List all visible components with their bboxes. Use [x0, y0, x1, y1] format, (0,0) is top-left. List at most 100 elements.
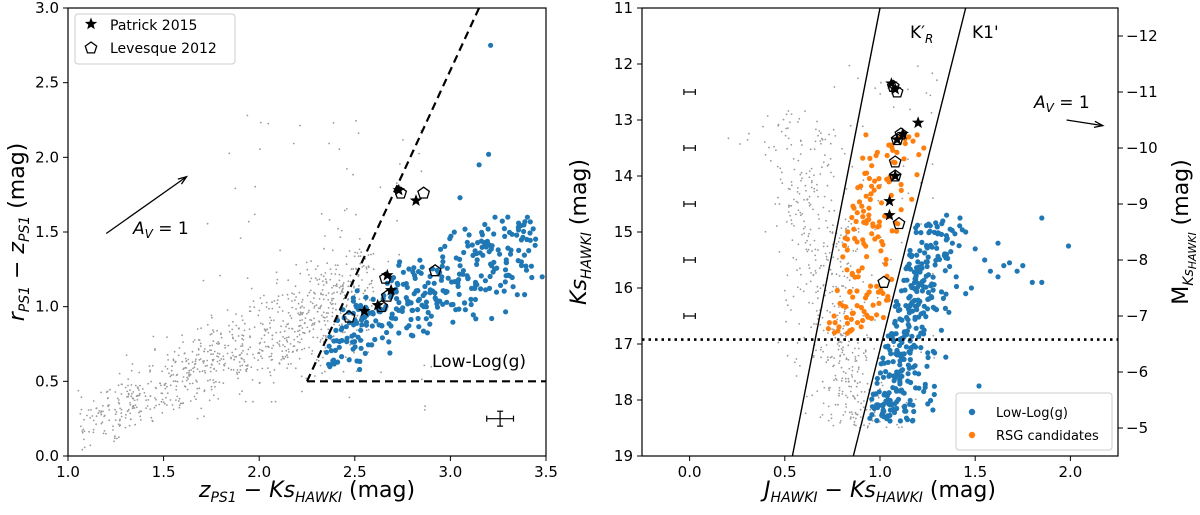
field-star-point — [127, 395, 130, 398]
field-star-point — [423, 364, 426, 367]
lowlogg-point — [527, 219, 533, 225]
field-star-point — [282, 357, 284, 360]
field-star-point — [108, 419, 111, 422]
field-star-point — [166, 354, 169, 356]
field-star-point — [291, 300, 293, 302]
field-star-point — [832, 328, 835, 331]
field-star-point — [900, 241, 903, 244]
field-star-point — [804, 412, 807, 415]
field-star-point — [868, 422, 871, 425]
field-star-point — [335, 268, 338, 271]
field-star-point — [838, 389, 841, 392]
field-star-point — [826, 245, 829, 248]
field-star-point — [112, 429, 114, 431]
field-star-point — [367, 266, 370, 269]
field-star-point — [352, 173, 354, 176]
field-star-point — [861, 373, 864, 375]
lowlogg-point — [914, 252, 920, 258]
field-star-point — [794, 361, 796, 364]
field-star-point — [281, 294, 284, 296]
rsg-candidate-point — [850, 310, 856, 316]
x-tick-label: 3.5 — [534, 463, 558, 481]
field-star-point — [809, 280, 812, 283]
y2-tick-label: −11 — [1126, 83, 1158, 101]
field-star-point — [802, 227, 805, 230]
field-star-point — [841, 270, 844, 273]
field-star-point — [341, 289, 343, 292]
field-star-point — [92, 419, 95, 422]
field-star-point — [178, 406, 181, 409]
rsg-candidate-point — [844, 267, 850, 273]
field-star-point — [313, 307, 316, 309]
field-star-point — [308, 291, 311, 294]
field-star-point — [933, 357, 936, 359]
field-star-point — [321, 337, 324, 340]
field-star-point — [420, 378, 423, 381]
field-star-point — [333, 291, 335, 294]
field-star-point — [820, 356, 822, 359]
rsg-candidate-point — [844, 320, 851, 326]
lowlogg-point — [934, 245, 940, 251]
lowlogg-point — [923, 243, 930, 249]
field-star-point — [861, 125, 864, 128]
lowlogg-point — [1014, 268, 1020, 274]
field-star-point — [199, 358, 202, 360]
field-star-point — [828, 389, 831, 392]
field-star-point — [857, 347, 860, 350]
field-star-point — [118, 425, 121, 427]
lowlogg-point — [327, 334, 333, 340]
field-star-point — [930, 112, 933, 114]
field-star-point — [217, 341, 220, 343]
field-star-point — [790, 184, 793, 187]
lowlogg-point — [411, 291, 417, 297]
field-star-point — [114, 391, 117, 393]
lowlogg-point — [880, 355, 886, 361]
y-tick-label: 12 — [614, 55, 633, 73]
lowlogg-point — [440, 254, 446, 260]
field-star-point — [149, 408, 152, 410]
lowlogg-point — [876, 389, 882, 395]
field-star-point — [379, 186, 382, 189]
right-av-arrow-shaft — [1066, 119, 1103, 127]
field-star-point — [114, 435, 116, 438]
right-levesque-markers — [877, 79, 908, 288]
field-star-point — [785, 127, 788, 130]
field-star-point — [147, 382, 150, 385]
left-panel: 1.0 1.5 2.0 2.5 3.0 3.5 0.00.51.01.52.02.53.0… — [5, 0, 558, 506]
lowlogg-point — [440, 259, 446, 265]
field-star-point — [268, 322, 271, 324]
field-star-point — [424, 405, 426, 408]
field-star-point — [360, 251, 363, 254]
field-star-point — [820, 132, 822, 135]
field-star-point — [337, 227, 339, 230]
field-star-point — [854, 360, 857, 362]
field-star-point — [820, 346, 823, 349]
right-patrick-markers — [883, 77, 925, 221]
field-star-point — [161, 398, 164, 401]
field-star-point — [833, 86, 836, 88]
field-star-point — [340, 229, 343, 232]
lowlogg-point — [522, 219, 528, 225]
field-star-point — [856, 394, 859, 397]
lowlogg-point — [427, 321, 433, 327]
field-star-point — [358, 298, 361, 300]
field-star-point — [840, 379, 843, 382]
field-star-point — [252, 353, 254, 356]
lowlogg-point — [387, 350, 393, 356]
field-star-point — [346, 299, 349, 301]
field-star-point — [322, 334, 325, 337]
field-star-point — [187, 362, 190, 365]
field-star-point — [811, 180, 813, 182]
lowlogg-point — [425, 309, 431, 316]
field-star-point — [178, 347, 181, 349]
field-star-point — [315, 358, 318, 361]
field-star-point — [317, 359, 320, 362]
field-star-point — [114, 419, 117, 421]
field-star-point — [839, 260, 842, 263]
field-star-point — [97, 412, 100, 414]
lowlogg-point — [905, 317, 911, 323]
field-star-point — [212, 331, 215, 333]
field-star-point — [860, 188, 863, 191]
field-star-point — [246, 114, 249, 117]
field-star-point — [213, 368, 215, 370]
